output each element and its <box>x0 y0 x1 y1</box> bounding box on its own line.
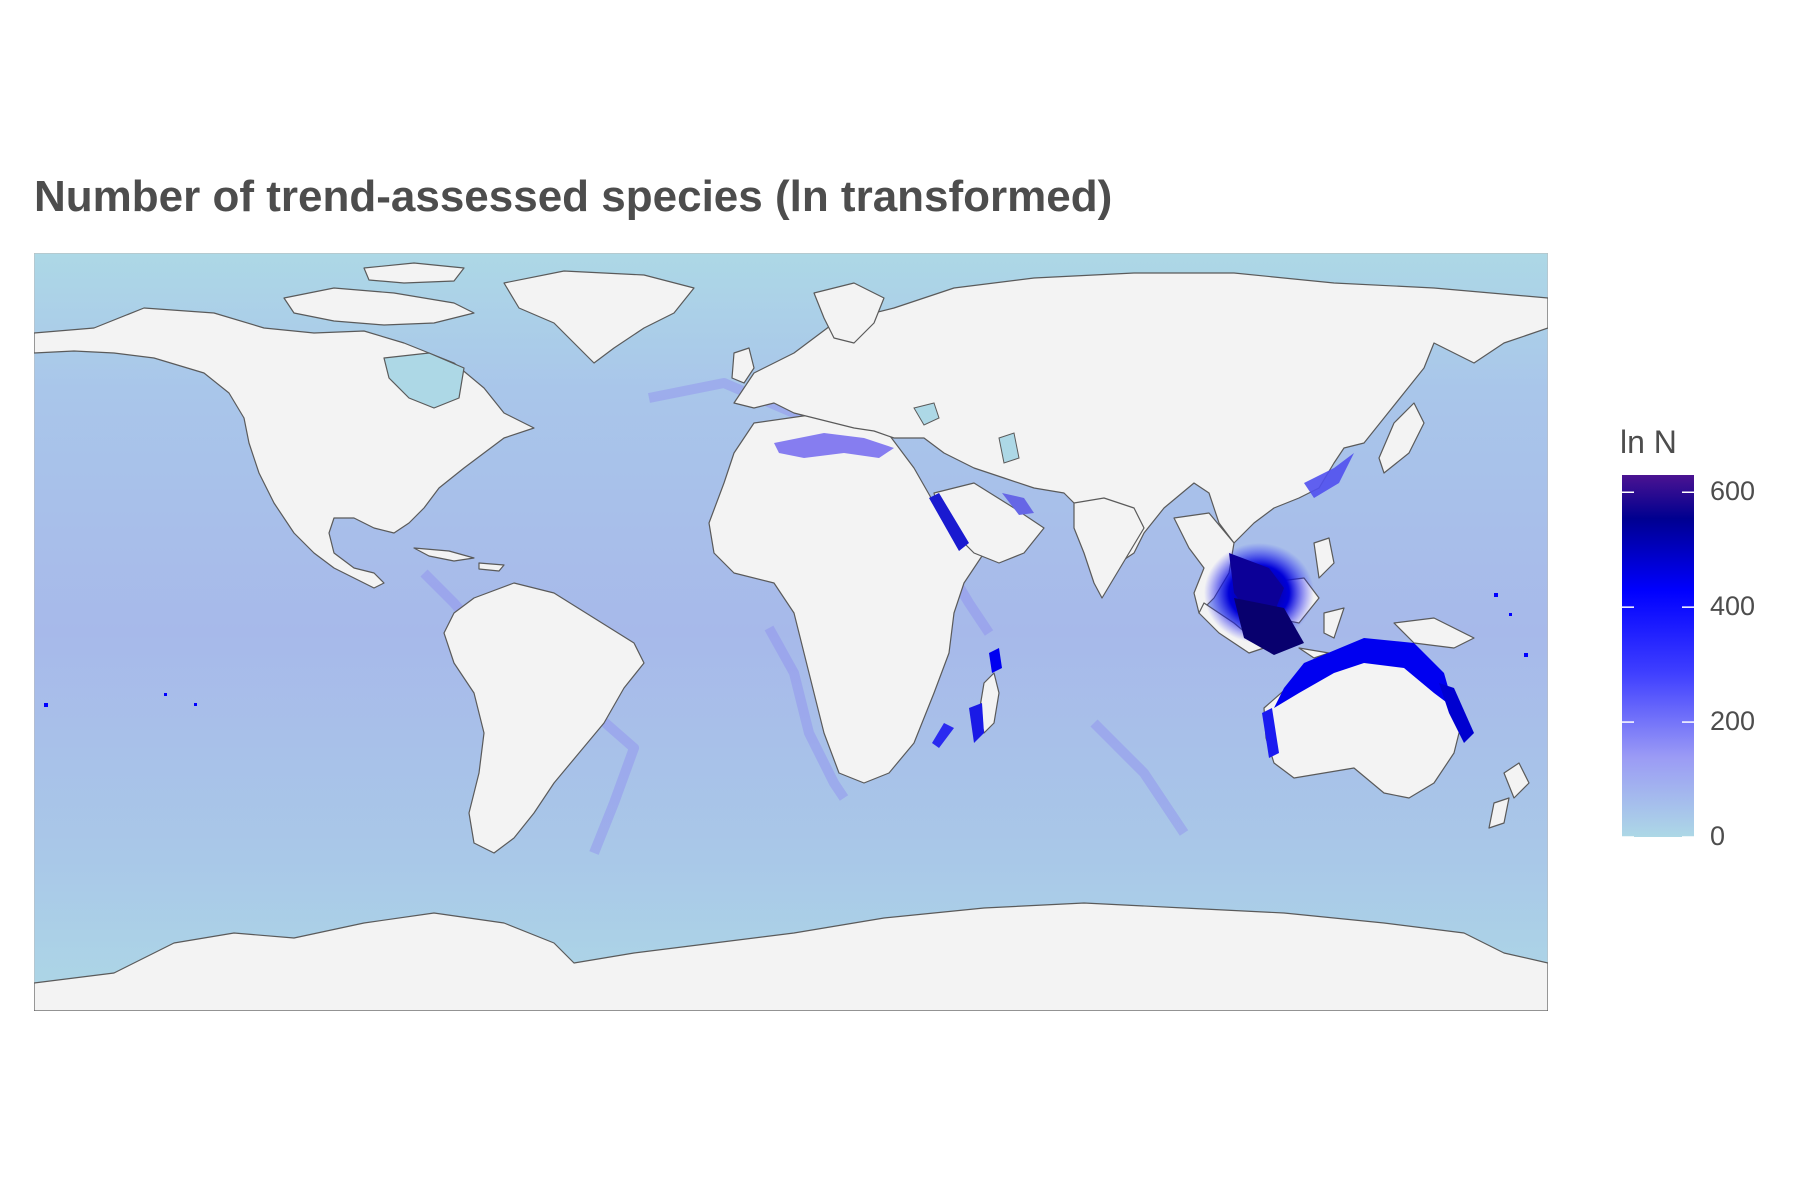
legend-tick-label: 600 <box>1710 476 1756 507</box>
greenland <box>503 270 695 364</box>
map-title: Number of trend-assessed species (ln tra… <box>34 172 1113 221</box>
antarctica <box>34 902 1548 1011</box>
inland-seas <box>913 402 1020 464</box>
legend-tick-label: 400 <box>1710 591 1756 622</box>
legend-tick-label: 0 <box>1710 821 1726 851</box>
eurasia <box>733 272 1548 564</box>
south-america <box>443 582 645 854</box>
legend-title: ln N <box>1620 424 1677 460</box>
world-map <box>34 253 1548 1011</box>
legend-tick-label: 200 <box>1710 706 1756 737</box>
color-scale-bar <box>1622 475 1694 837</box>
legend-ticks <box>1622 491 1694 837</box>
hotspots <box>44 433 1528 758</box>
